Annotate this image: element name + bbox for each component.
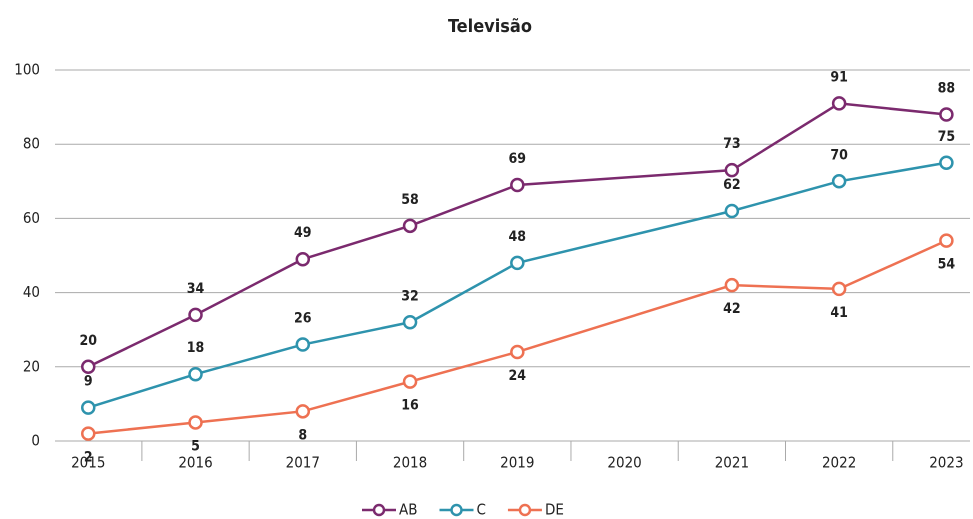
point	[295, 251, 311, 267]
point	[724, 277, 740, 293]
x-tick-label: 2021	[715, 454, 749, 472]
x-tick-label: 2019	[500, 454, 534, 472]
line	[87, 161, 947, 409]
point	[81, 359, 96, 375]
data-label: 58	[401, 192, 419, 208]
data-label: 62	[723, 177, 741, 193]
point	[295, 337, 311, 352]
legend-label: DE	[545, 501, 564, 519]
data-label: 18	[187, 340, 205, 356]
data-label: 5	[191, 438, 200, 454]
point	[510, 344, 525, 360]
point	[939, 233, 954, 248]
data-label: 16	[401, 398, 419, 414]
x-tick-label: 2023	[929, 454, 963, 472]
data-label: 91	[830, 69, 848, 85]
point	[510, 255, 525, 271]
data-label: 49	[294, 225, 312, 241]
data-label: 88	[938, 81, 956, 97]
x-tick-label: 2017	[286, 454, 320, 472]
data-label: 69	[509, 151, 527, 167]
y-tick-label: 40	[23, 283, 40, 301]
data-label: 54	[938, 257, 956, 273]
point	[81, 400, 96, 415]
point	[402, 218, 418, 234]
x-tick-label: 2022	[822, 454, 856, 472]
data-label: 20	[79, 333, 97, 349]
point	[188, 307, 203, 323]
data-label: 41	[830, 305, 848, 321]
y-tick-label: 20	[23, 357, 40, 375]
data-label: 42	[723, 301, 741, 317]
y-tick-label: 60	[23, 209, 40, 227]
point	[831, 96, 847, 111]
point	[510, 177, 525, 193]
point	[831, 174, 847, 189]
legend-marker	[518, 503, 532, 517]
data-label: 75	[938, 129, 956, 145]
point	[831, 281, 847, 297]
data-label: 24	[509, 368, 527, 384]
x-tick-label: 2020	[607, 454, 641, 472]
legend-label: C	[477, 501, 486, 519]
data-label: 73	[723, 136, 741, 152]
point	[724, 203, 740, 219]
point	[81, 426, 96, 441]
y-tick-label: 100	[14, 61, 40, 79]
point	[939, 155, 954, 170]
x-tick-label: 2015	[71, 454, 105, 472]
data-label: 9	[84, 374, 93, 390]
legend-label: AB	[399, 501, 418, 519]
data-label: 26	[294, 311, 312, 327]
legend-marker	[450, 503, 463, 517]
data-label: 8	[298, 427, 307, 443]
chart-title: Televisão	[448, 16, 532, 37]
data-label: 2	[84, 450, 93, 466]
point	[402, 374, 418, 389]
data-label: 34	[187, 281, 205, 297]
x-tick-label: 2018	[393, 454, 427, 472]
point	[188, 415, 203, 430]
x-tick-label: 2016	[178, 454, 212, 472]
point	[939, 107, 954, 122]
point	[724, 162, 740, 178]
point	[295, 404, 311, 419]
data-label: 32	[401, 288, 419, 304]
point	[402, 315, 418, 330]
data-label: 70	[830, 147, 848, 163]
y-tick-label: 80	[23, 135, 40, 153]
y-tick-label: 0	[31, 432, 40, 450]
line	[87, 102, 947, 368]
data-label: 48	[509, 229, 527, 245]
line	[88, 239, 947, 435]
point	[188, 366, 203, 382]
legend-marker	[372, 503, 386, 517]
